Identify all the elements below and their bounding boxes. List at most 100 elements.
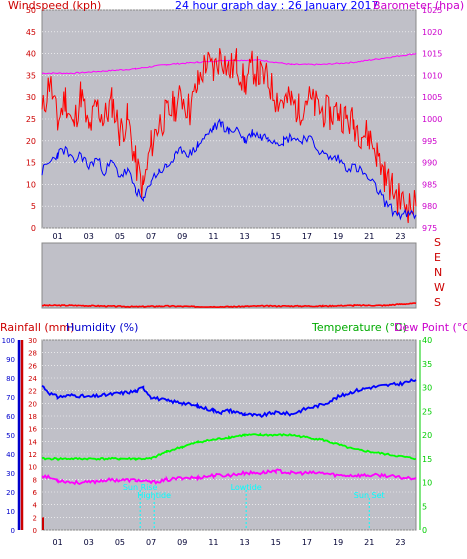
humidity-tick-label: 30 bbox=[6, 470, 15, 478]
barometer-tick-label: 1000 bbox=[422, 115, 442, 124]
barometer-tick-label: 980 bbox=[422, 202, 437, 211]
wind-tick-label: 20 bbox=[26, 137, 36, 146]
humidity-tick-label: 20 bbox=[6, 489, 15, 497]
hour-tick-label: 07 bbox=[146, 232, 156, 241]
barometer-tick-label: 990 bbox=[422, 159, 437, 168]
rainfall-bar bbox=[42, 517, 44, 530]
rain-tick-label: 28 bbox=[28, 350, 37, 358]
wind-tick-label: 5 bbox=[31, 202, 36, 211]
hour-tick-label: 15 bbox=[271, 232, 281, 241]
barometer-tick-label: 1015 bbox=[422, 50, 442, 59]
humidity-series-line bbox=[41, 378, 417, 418]
humidity-tick-label: 90 bbox=[6, 356, 15, 364]
humidity-tick-label: 70 bbox=[6, 394, 15, 402]
temperature-tick-label: 40 bbox=[422, 336, 432, 345]
hour-tick-label: 15 bbox=[271, 538, 281, 547]
temperature-axis-title: Temperature (°C) bbox=[311, 321, 407, 334]
hour-tick-label: 07 bbox=[146, 538, 156, 547]
temperature-tick-label: 30 bbox=[422, 384, 432, 393]
wind-tick-label: 50 bbox=[26, 6, 36, 15]
temperature-tick-label: 10 bbox=[422, 479, 432, 488]
barometer-tick-label: 1025 bbox=[422, 6, 442, 15]
hour-tick-label: 13 bbox=[239, 232, 249, 241]
hour-tick-label: 19 bbox=[333, 538, 343, 547]
barometer-tick-label: 985 bbox=[422, 180, 437, 189]
rain-tick-label: 10 bbox=[28, 464, 37, 472]
temperature-tick-label: 20 bbox=[422, 431, 432, 440]
rain-tick-label: 24 bbox=[28, 375, 37, 383]
rain-tick-label: 0 bbox=[33, 527, 37, 535]
humidity-axis-title: Humidity (%) bbox=[66, 321, 138, 334]
wind-tick-label: 30 bbox=[26, 93, 36, 102]
temperature-tick-label: 15 bbox=[422, 455, 432, 464]
event-label: Sun Set bbox=[354, 491, 385, 500]
barometer-tick-label: 975 bbox=[422, 224, 437, 233]
rain-tick-label: 4 bbox=[33, 502, 38, 510]
rain-tick-label: 2 bbox=[33, 514, 37, 522]
hour-tick-label: 17 bbox=[302, 538, 312, 547]
temperature-tick-label: 35 bbox=[422, 360, 432, 369]
rain-tick-label: 12 bbox=[28, 451, 37, 459]
temperature-tick-label: 5 bbox=[422, 502, 427, 511]
hour-tick-label: 05 bbox=[115, 538, 125, 547]
hour-tick-label: 21 bbox=[364, 232, 374, 241]
direction-label: S bbox=[434, 296, 441, 309]
hour-tick-label: 01 bbox=[52, 538, 62, 547]
rain-tick-label: 30 bbox=[28, 337, 37, 345]
rain-tick-label: 16 bbox=[28, 426, 37, 434]
wind-tick-label: 0 bbox=[31, 224, 36, 233]
humidity-tick-label: 10 bbox=[6, 508, 15, 516]
direction-label: E bbox=[434, 251, 441, 264]
hour-tick-label: 01 bbox=[52, 232, 62, 241]
barometer-tick-label: 995 bbox=[422, 137, 437, 146]
direction-plot-area bbox=[41, 242, 417, 309]
humidity-tick-label: 60 bbox=[6, 413, 15, 421]
humidity-tick-label: 50 bbox=[6, 432, 15, 440]
rain-tick-label: 26 bbox=[28, 362, 37, 370]
humidity-tick-label: 0 bbox=[11, 527, 15, 535]
dewpoint-series-line bbox=[41, 468, 417, 486]
hour-tick-label: 11 bbox=[208, 232, 218, 241]
temperature-series-line bbox=[41, 432, 417, 462]
barometer-tick-label: 1005 bbox=[422, 93, 442, 102]
windspeed-series-line bbox=[41, 48, 417, 224]
hour-tick-label: 03 bbox=[84, 232, 94, 241]
direction-label: S bbox=[434, 236, 441, 249]
temp-humidity-plot-area bbox=[41, 339, 417, 531]
event-label: Hightide bbox=[137, 491, 171, 500]
rain-tick-label: 20 bbox=[28, 400, 37, 408]
wind-tick-label: 25 bbox=[26, 115, 36, 124]
hour-tick-label: 23 bbox=[395, 232, 405, 241]
rain-tick-label: 22 bbox=[28, 388, 37, 396]
chart-title: 24 hour graph day : 26 January 2017 bbox=[175, 0, 379, 12]
hour-tick-label: 21 bbox=[364, 538, 374, 547]
barometer-axis-title: Barometer (hpa) bbox=[373, 0, 464, 12]
hour-tick-label: 09 bbox=[177, 232, 187, 241]
rainfall-axis-title: Rainfall (mm) bbox=[0, 321, 74, 334]
wind-direction-series-line bbox=[41, 302, 417, 309]
hour-tick-label: 11 bbox=[208, 538, 218, 547]
wind-tick-label: 15 bbox=[26, 159, 36, 168]
rain-tick-label: 18 bbox=[28, 413, 37, 421]
wind-tick-label: 10 bbox=[26, 180, 36, 189]
windspeed-axis-title: Windspeed (kph) bbox=[8, 0, 101, 12]
hour-tick-label: 19 bbox=[333, 232, 343, 241]
humidity-tick-label: 100 bbox=[2, 337, 15, 345]
humidity-tick-label: 40 bbox=[6, 451, 15, 459]
hour-tick-label: 23 bbox=[395, 538, 405, 547]
event-label: Sun Rise bbox=[123, 483, 158, 492]
dewpoint-axis-title: Dew Point (°C) bbox=[394, 321, 467, 334]
direction-label: W bbox=[434, 281, 445, 294]
hour-tick-label: 09 bbox=[177, 538, 187, 547]
hour-tick-label: 05 bbox=[115, 232, 125, 241]
barometer-series-line bbox=[41, 53, 417, 75]
temperature-tick-label: 0 bbox=[422, 526, 427, 535]
barometer-tick-label: 1010 bbox=[422, 71, 442, 80]
rain-tick-label: 6 bbox=[33, 489, 38, 497]
hour-tick-label: 17 bbox=[302, 232, 312, 241]
event-label: Lowtide bbox=[231, 483, 262, 492]
wind-tick-label: 35 bbox=[26, 71, 36, 80]
barometer-tick-label: 1020 bbox=[422, 28, 442, 37]
temperature-tick-label: 25 bbox=[422, 407, 432, 416]
